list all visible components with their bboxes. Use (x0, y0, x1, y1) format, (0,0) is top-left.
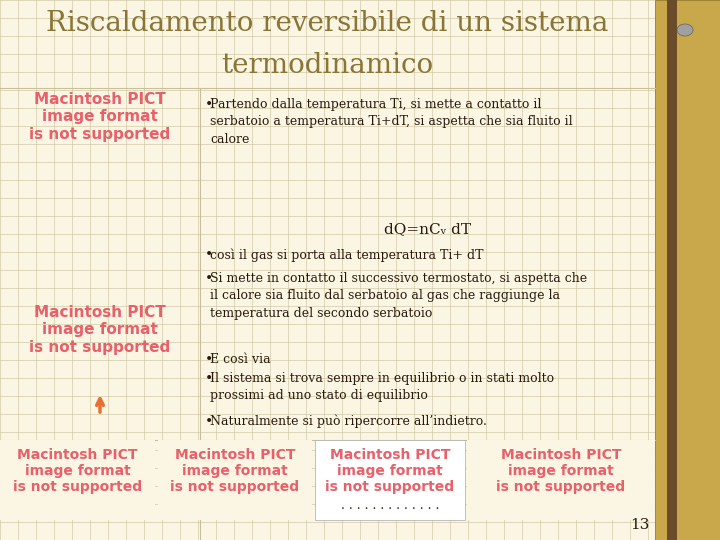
Text: . . . . . . . . . . . . .: . . . . . . . . . . . . . (341, 499, 439, 512)
Bar (315, 440, 465, 520)
Text: •: • (205, 415, 213, 429)
Text: Naturalmente si può ripercorre all’indietro.: Naturalmente si può ripercorre all’indie… (210, 415, 487, 429)
Text: dQ=nCᵥ dT: dQ=nCᵥ dT (384, 222, 471, 236)
Text: •: • (205, 98, 213, 112)
Text: Macintosh PICT
image format
is not supported: Macintosh PICT image format is not suppo… (325, 448, 454, 495)
Text: Si mette in contatto il successivo termostato, si aspetta che
il calore sia flui: Si mette in contatto il successivo termo… (210, 272, 587, 320)
Text: Il sistema si trova sempre in equilibrio o in stati molto
prossimi ad uno stato : Il sistema si trova sempre in equilibrio… (210, 372, 554, 402)
Bar (0, 440, 155, 520)
Text: Macintosh PICT
image format
is not supported: Macintosh PICT image format is not suppo… (13, 448, 142, 495)
Text: 13: 13 (631, 518, 650, 532)
Text: •: • (205, 248, 213, 262)
Text: •: • (205, 372, 213, 386)
Bar (655, 0, 720, 540)
Text: Partendo dalla temperatura Ti, si mette a contatto il
serbatoio a temperatura Ti: Partendo dalla temperatura Ti, si mette … (210, 98, 572, 146)
Circle shape (677, 24, 693, 36)
Bar (667, 0, 677, 540)
Text: Macintosh PICT
image format
is not supported: Macintosh PICT image format is not suppo… (30, 305, 171, 355)
Text: termodinamico: termodinamico (222, 52, 433, 79)
Text: Macintosh PICT
image format
is not supported: Macintosh PICT image format is not suppo… (496, 448, 626, 495)
Text: Macintosh PICT
image format
is not supported: Macintosh PICT image format is not suppo… (30, 92, 171, 142)
Text: Macintosh PICT
image format
is not supported: Macintosh PICT image format is not suppo… (171, 448, 300, 495)
Text: •: • (205, 353, 213, 367)
Text: Riscaldamento reversibile di un sistema: Riscaldamento reversibile di un sistema (46, 10, 608, 37)
Bar (158, 440, 312, 520)
Text: così il gas si porta alla temperatura Ti+ dT: così il gas si porta alla temperatura Ti… (210, 248, 484, 261)
Text: E così via: E così via (210, 353, 271, 366)
Text: •: • (205, 272, 213, 286)
Bar (467, 440, 655, 520)
